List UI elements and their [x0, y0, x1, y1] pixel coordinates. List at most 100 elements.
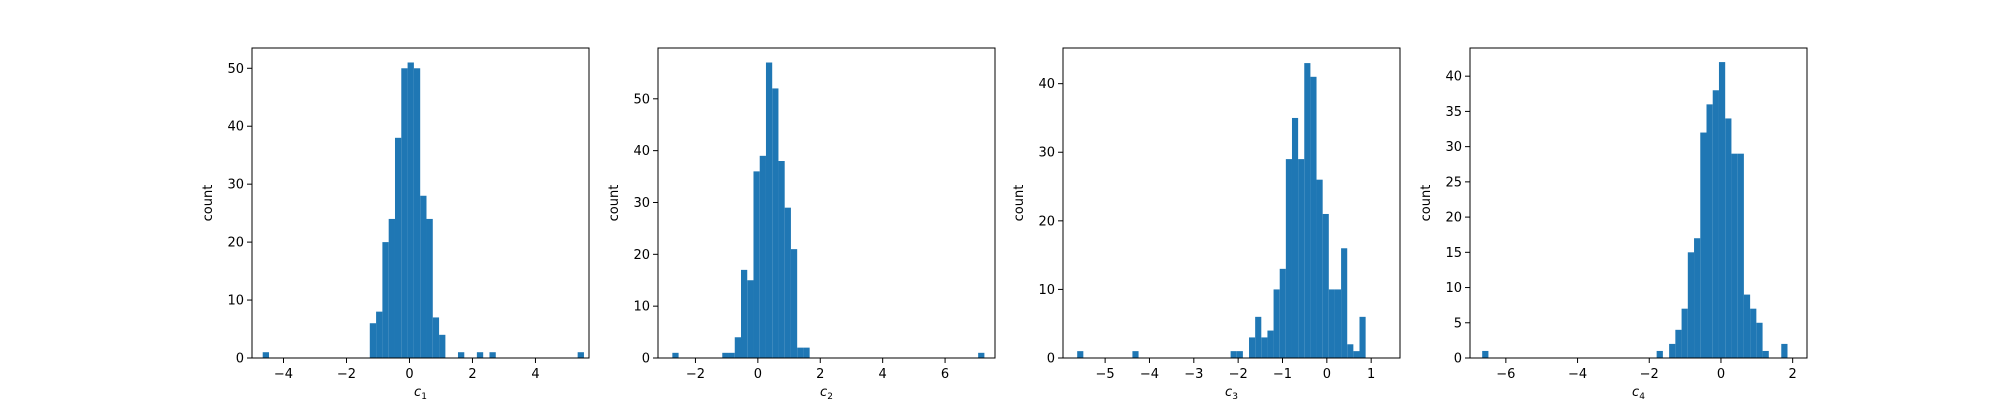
x-tick-label: −2 [686, 367, 705, 382]
x-tick-label: −1 [1273, 367, 1292, 382]
histogram-bar [1291, 117, 1299, 359]
x-tick-label: 4 [879, 367, 887, 382]
y-axis-label: count [1012, 185, 1027, 222]
histogram-bar [765, 62, 773, 359]
histogram-bar [803, 347, 810, 358]
y-tick-label: 0 [642, 352, 650, 367]
y-tick-label: 5 [1454, 316, 1462, 331]
histogram-bar [376, 311, 383, 358]
histogram-bar [1706, 104, 1713, 358]
histogram-bar [1762, 350, 1769, 358]
x-tick-label: −4 [274, 367, 293, 382]
x-tick-label: −2 [1229, 367, 1248, 382]
histogram-bar [1675, 329, 1682, 358]
histogram-bar [1077, 351, 1084, 358]
histogram-bar [489, 352, 496, 358]
histogram-bar [772, 88, 779, 359]
histogram-bar [1669, 343, 1676, 358]
histogram-bar [1273, 289, 1280, 358]
y-tick-label: 50 [633, 92, 650, 107]
x-tick-label: 0 [1323, 367, 1331, 382]
histogram-bar [1694, 238, 1701, 358]
y-tick-label: 30 [633, 196, 650, 211]
histogram-panel-2: −2 0 2 4 6 0 10 20 30 40 50 c2 count [607, 47, 996, 400]
histogram-bar [753, 171, 760, 358]
y-tick-label: 20 [633, 248, 650, 263]
histogram-bar [388, 218, 395, 358]
y-tick-label: 10 [227, 294, 244, 309]
y-tick-label: 15 [1445, 246, 1462, 261]
histogram-bar [394, 137, 402, 358]
y-tick-label: 10 [1038, 283, 1055, 298]
histogram-bar [1304, 63, 1311, 359]
histogram-bar [778, 161, 785, 358]
histogram-bar [1285, 159, 1292, 358]
histogram-bar [784, 207, 791, 358]
y-tick-label: 40 [633, 144, 650, 159]
histogram-bar [728, 352, 735, 358]
histogram-bar [1255, 316, 1262, 358]
histogram-bar [734, 337, 741, 358]
x-tick-label: 0 [405, 367, 413, 382]
x-tick-label: −4 [1568, 367, 1587, 382]
x-tick-label: 0 [754, 367, 762, 382]
x-axis-label: c3 [1225, 385, 1238, 400]
histogram-bar [1482, 350, 1489, 358]
histogram-bar [1341, 248, 1348, 358]
x-tick-label: 2 [468, 367, 476, 382]
histogram-bar [747, 280, 754, 358]
x-tick-label: 1 [1367, 367, 1375, 382]
axes-frame [1062, 47, 1401, 359]
histogram-bar [1681, 308, 1688, 358]
histogram-bar [262, 352, 270, 358]
axes-frame [251, 47, 590, 359]
y-tick-label: 0 [1454, 352, 1462, 367]
histogram-bar [1267, 330, 1274, 358]
histogram-bar [1781, 343, 1788, 358]
histogram-bar [401, 68, 408, 358]
histogram-bar [1750, 308, 1757, 358]
histogram-bar [722, 352, 729, 358]
histogram-bar [1249, 337, 1256, 358]
axes-frame [657, 47, 996, 359]
histogram-bar [1725, 118, 1732, 358]
histogram-bar [1656, 350, 1663, 358]
histogram-bar [759, 155, 766, 358]
histogram-bar [426, 218, 433, 358]
histogram-bar [741, 269, 748, 358]
histogram-bar [439, 334, 446, 358]
histogram-bar [382, 242, 389, 358]
histogram-bar [1279, 268, 1286, 358]
histogram-bar [1230, 351, 1237, 358]
histogram-bar [1298, 159, 1305, 358]
x-axis-label: c2 [820, 385, 833, 400]
histogram-bar [1236, 351, 1243, 358]
y-tick-label: 10 [633, 300, 650, 315]
y-tick-label: 20 [227, 236, 244, 251]
histogram-bar [457, 352, 465, 358]
y-tick-label: 30 [1445, 140, 1462, 155]
y-tick-label: 30 [1038, 146, 1055, 161]
histogram-bar [1328, 289, 1335, 358]
x-tick-label: 0 [1717, 367, 1725, 382]
histogram-bar [1737, 153, 1744, 358]
histogram-bar [1347, 344, 1354, 358]
y-tick-label: 50 [227, 62, 244, 77]
histogram-bar [1322, 213, 1329, 358]
histogram-bar [413, 68, 421, 358]
x-axis-label: c4 [1632, 385, 1645, 400]
x-tick-label: −2 [1640, 367, 1659, 382]
histogram-bar [476, 352, 484, 358]
histogram-bar [797, 347, 804, 358]
x-tick-label: 2 [1789, 367, 1797, 382]
histogram-bar [1334, 289, 1342, 358]
x-tick-label: −5 [1096, 367, 1115, 382]
y-tick-label: 0 [236, 352, 244, 367]
histogram-bar [1359, 316, 1366, 358]
histogram-bar [1743, 294, 1751, 358]
